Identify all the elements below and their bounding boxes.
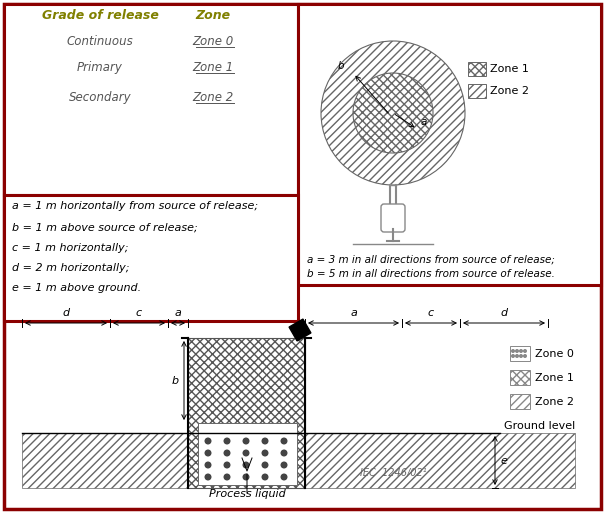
Text: d = 2 m horizontally;: d = 2 m horizontally; [12, 263, 130, 273]
Circle shape [224, 450, 230, 456]
Circle shape [281, 474, 287, 480]
Text: e = 1 m above ground.: e = 1 m above ground. [12, 283, 141, 293]
Circle shape [224, 474, 230, 480]
Circle shape [281, 450, 287, 456]
Bar [510, 346, 530, 361]
Bar [298, 4, 601, 285]
Text: a: a [175, 308, 181, 318]
Circle shape [511, 354, 514, 357]
Bar [305, 433, 575, 488]
Text: b = 5 m in all directions from source of release.: b = 5 m in all directions from source of… [307, 269, 555, 279]
Circle shape [243, 462, 249, 468]
Circle shape [516, 350, 518, 352]
Circle shape [262, 438, 268, 444]
Text: Primary: Primary [77, 61, 123, 74]
Text: Secondary: Secondary [68, 91, 132, 104]
Circle shape [224, 438, 230, 444]
Text: c: c [136, 308, 142, 318]
Bar [4, 195, 298, 321]
Text: Zone 0: Zone 0 [192, 35, 234, 48]
Text: Zone 2: Zone 2 [490, 86, 529, 96]
Circle shape [520, 350, 522, 352]
Circle shape [520, 354, 522, 357]
Text: Zone 2: Zone 2 [535, 397, 574, 407]
Text: Grade of release: Grade of release [42, 9, 158, 22]
Text: b: b [338, 62, 345, 71]
Circle shape [205, 474, 211, 480]
Circle shape [224, 462, 230, 468]
Bar [198, 423, 297, 485]
Text: a: a [421, 117, 427, 127]
Text: IEC  1246/02¹: IEC 1246/02¹ [360, 468, 427, 478]
Circle shape [511, 350, 514, 352]
Circle shape [524, 354, 526, 357]
Text: c: c [428, 308, 434, 318]
Text: a = 1 m horizontally from source of release;: a = 1 m horizontally from source of rele… [12, 201, 258, 211]
Circle shape [516, 354, 518, 357]
Text: Ground level: Ground level [504, 421, 575, 431]
Circle shape [243, 450, 249, 456]
Text: b: b [171, 376, 179, 385]
Circle shape [353, 73, 433, 153]
Circle shape [524, 350, 526, 352]
Circle shape [281, 462, 287, 468]
Text: Zone 0: Zone 0 [535, 349, 574, 359]
Circle shape [205, 462, 211, 468]
FancyBboxPatch shape [381, 204, 405, 232]
Text: Process liquid: Process liquid [208, 489, 285, 499]
Text: e: e [500, 456, 507, 465]
Circle shape [243, 438, 249, 444]
Text: Zone 1: Zone 1 [490, 64, 529, 74]
Circle shape [205, 438, 211, 444]
Circle shape [205, 450, 211, 456]
Bar [468, 84, 486, 98]
Circle shape [262, 462, 268, 468]
Text: Zone 1: Zone 1 [535, 373, 574, 383]
Text: d: d [62, 308, 70, 318]
Text: Zone 1: Zone 1 [192, 61, 234, 74]
Bar [22, 433, 188, 488]
Circle shape [281, 438, 287, 444]
Text: d: d [501, 308, 508, 318]
Text: Zone 2: Zone 2 [192, 91, 234, 104]
Bar [510, 394, 530, 409]
Text: c = 1 m horizontally;: c = 1 m horizontally; [12, 243, 128, 253]
Circle shape [262, 450, 268, 456]
Bar [468, 62, 486, 76]
Text: a: a [350, 308, 357, 318]
Circle shape [321, 41, 465, 185]
Polygon shape [289, 319, 311, 341]
Bar [188, 338, 305, 488]
Circle shape [262, 474, 268, 480]
Text: Zone: Zone [196, 9, 230, 22]
Text: a = 3 m in all directions from source of release;: a = 3 m in all directions from source of… [307, 255, 555, 265]
Circle shape [243, 474, 249, 480]
Text: Continuous: Continuous [67, 35, 133, 48]
Text: b = 1 m above source of release;: b = 1 m above source of release; [12, 223, 198, 233]
Bar [4, 4, 298, 195]
Bar [510, 370, 530, 385]
